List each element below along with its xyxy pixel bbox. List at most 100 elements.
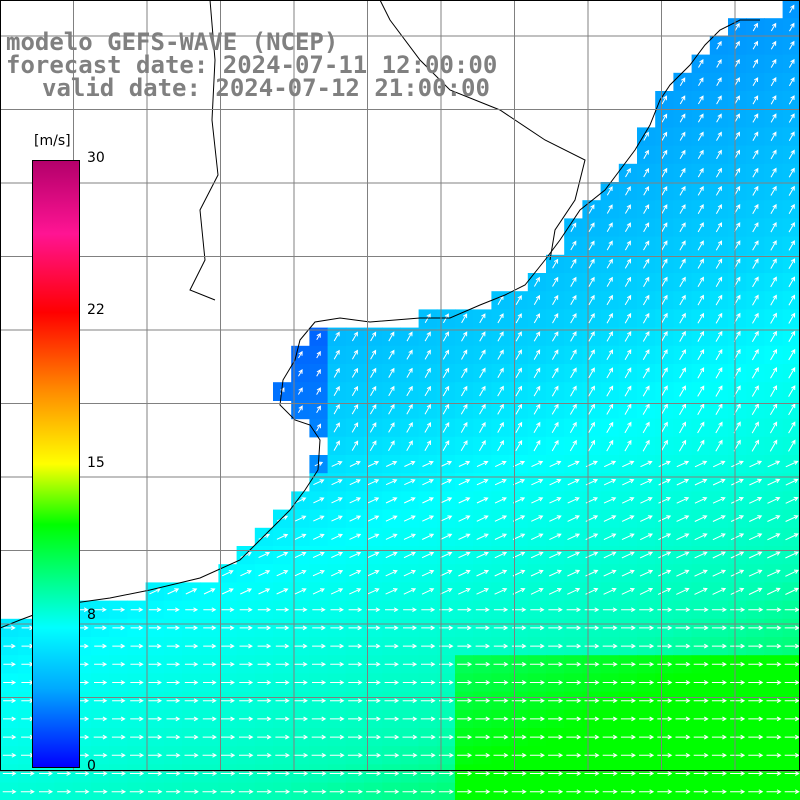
- wind-arrow: [221, 588, 234, 595]
- wind-arrow: [716, 95, 722, 105]
- wind-arrow: [606, 367, 614, 379]
- wind-arrow: [657, 569, 672, 577]
- wind-arrow: [404, 479, 416, 486]
- wind-arrow: [347, 771, 363, 776]
- forecast-date: forecast date: 2024-07-11 12:00:00: [6, 51, 498, 79]
- wind-arrow: [348, 716, 363, 722]
- wind-arrow: [715, 185, 722, 196]
- wind-arrow: [697, 258, 704, 269]
- wind-arrow: [511, 771, 527, 776]
- wind-arrow: [533, 349, 541, 360]
- wind-arrow: [403, 533, 416, 540]
- wind-arrow: [711, 771, 727, 776]
- wind-arrow: [130, 607, 144, 613]
- wind-arrow: [661, 294, 668, 306]
- wind-arrow: [533, 313, 541, 324]
- wind-arrow: [620, 698, 636, 704]
- wind-arrow: [333, 331, 340, 342]
- wind-arrow: [148, 771, 163, 776]
- wind-arrow: [625, 167, 631, 178]
- wind-arrow: [643, 167, 650, 178]
- wind-arrow: [515, 331, 522, 342]
- wind-arrow: [275, 698, 290, 704]
- wind-arrow: [788, 366, 796, 379]
- wind-arrow: [752, 113, 759, 123]
- wind-arrow: [331, 497, 343, 504]
- wind-arrow: [730, 569, 745, 577]
- wind-arrow: [316, 350, 321, 359]
- wind-arrow: [330, 588, 344, 595]
- wind-arrow: [184, 752, 199, 758]
- wind-arrow: [788, 58, 795, 68]
- wind-arrow: [257, 734, 272, 740]
- wind-arrow: [529, 680, 545, 685]
- wind-arrow: [275, 734, 290, 740]
- wind-arrow: [403, 625, 418, 631]
- wind-arrow: [570, 367, 577, 379]
- wind-arrow: [367, 515, 380, 522]
- wind-arrow: [239, 661, 254, 667]
- wind-arrow: [752, 258, 759, 269]
- wind-arrow: [369, 403, 377, 415]
- wind-arrow: [606, 186, 613, 196]
- wind-arrow: [420, 789, 436, 795]
- wind-arrow: [129, 771, 145, 776]
- wind-arrow: [185, 643, 199, 649]
- wind-arrow: [679, 185, 686, 196]
- wind-arrow: [697, 421, 705, 434]
- wind-arrow: [694, 515, 708, 522]
- wind-arrow: [493, 789, 509, 795]
- wind-arrow: [642, 403, 650, 415]
- wind-arrow: [275, 643, 290, 649]
- wind-arrow: [312, 643, 326, 649]
- wind-arrow: [479, 349, 486, 360]
- wind-arrow: [276, 551, 289, 559]
- wind-arrow: [661, 167, 668, 178]
- wind-arrow: [752, 312, 759, 324]
- wind-arrow: [552, 276, 559, 287]
- wind-arrow: [697, 222, 704, 233]
- wind-arrow: [94, 661, 108, 667]
- wind-arrow: [367, 479, 380, 486]
- wind-arrow: [203, 661, 217, 667]
- wind-arrow: [388, 331, 395, 342]
- wind-arrow: [752, 40, 759, 50]
- wind-arrow: [711, 680, 727, 685]
- wind-arrow: [770, 22, 777, 32]
- wind-arrow: [693, 734, 709, 740]
- wind-arrow: [712, 478, 726, 486]
- wind-arrow: [767, 460, 781, 468]
- wind-arrow: [384, 661, 399, 667]
- wind-arrow: [694, 551, 708, 559]
- wind-arrow: [661, 149, 668, 160]
- wind-arrow: [766, 643, 782, 649]
- wind-arrow: [752, 240, 759, 251]
- wind-arrow: [770, 222, 777, 233]
- wind-arrow: [566, 643, 582, 649]
- wind-arrow: [478, 439, 486, 452]
- wind-arrow: [439, 607, 454, 613]
- wind-arrow: [493, 771, 509, 776]
- wind-arrow: [766, 625, 782, 631]
- wind-arrow: [530, 588, 544, 595]
- wind-arrow: [458, 588, 471, 595]
- wind-arrow: [679, 149, 686, 160]
- wind-arrow: [111, 789, 127, 795]
- wind-arrow: [3, 680, 17, 685]
- wind-arrow: [384, 643, 399, 649]
- wind-arrow: [661, 204, 668, 214]
- wind-arrow: [730, 680, 746, 685]
- wind-arrow: [715, 330, 723, 342]
- wind-arrow: [366, 789, 382, 795]
- wind-arrow: [588, 294, 595, 306]
- wind-arrow: [149, 588, 161, 595]
- wind-arrow: [694, 460, 708, 468]
- wind-arrow: [603, 551, 617, 559]
- wind-arrow: [221, 698, 235, 704]
- wind-arrow: [661, 349, 668, 361]
- border-line: [379, 0, 586, 261]
- wind-arrow: [693, 625, 709, 631]
- wind-arrow: [458, 460, 471, 467]
- wind-arrow: [184, 698, 199, 704]
